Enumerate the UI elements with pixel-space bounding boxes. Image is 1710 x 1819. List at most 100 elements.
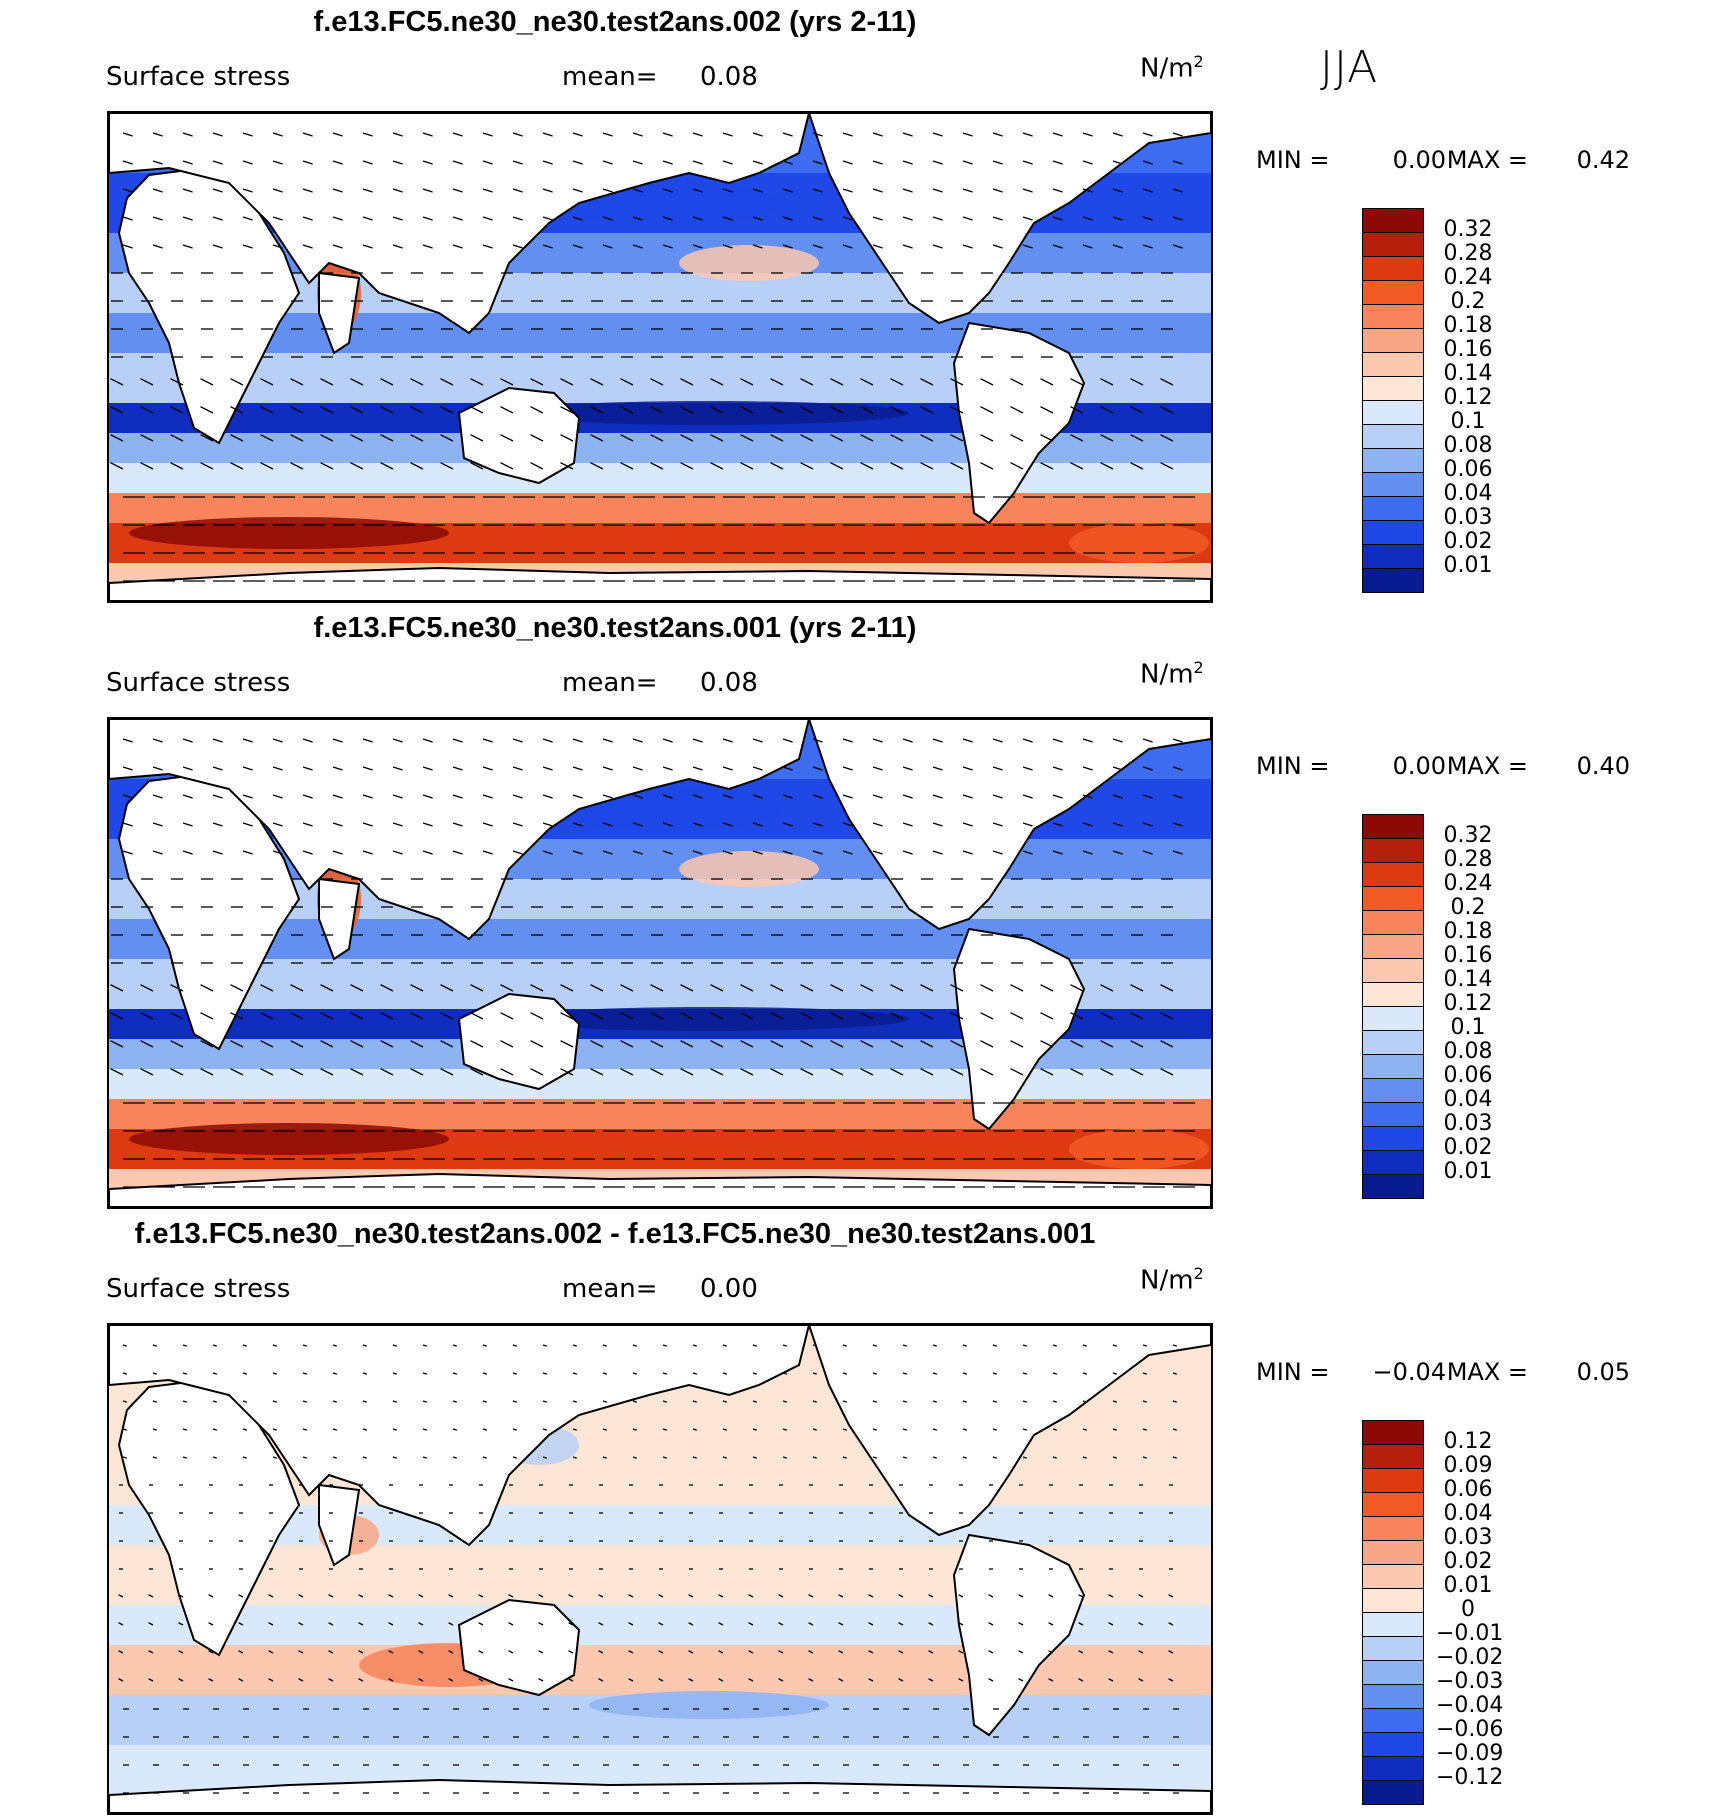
wind-vector — [692, 738, 703, 743]
wind-vector — [838, 1622, 844, 1626]
units-exponent: 2 — [1193, 52, 1204, 71]
wind-vector — [1010, 1068, 1024, 1076]
wind-vector — [422, 132, 433, 137]
wind-vector — [1052, 1372, 1058, 1375]
wind-vector — [362, 1372, 368, 1375]
wind-vector — [722, 132, 733, 137]
wind-vector — [628, 1650, 634, 1654]
colorbar-tick-label: 0 — [1461, 1597, 1475, 1622]
wind-vector — [508, 1622, 514, 1626]
colorbar-swatch — [1362, 1174, 1424, 1199]
wind-vector — [830, 984, 844, 992]
wind-vector — [812, 1456, 818, 1459]
colorbar-swatch — [1362, 1078, 1424, 1102]
coastline — [457, 386, 581, 485]
wind-vector — [932, 216, 943, 221]
wind-vector — [452, 1344, 458, 1347]
wind-vector — [842, 188, 853, 193]
wind-vector — [902, 132, 913, 137]
wind-vector — [1168, 1650, 1174, 1654]
wind-vector — [782, 244, 793, 249]
wind-vector — [692, 1428, 698, 1431]
colorbar-swatch — [1362, 1756, 1424, 1780]
wind-vector — [782, 766, 793, 771]
wind-vector — [782, 216, 793, 221]
wind-vector — [1048, 1678, 1054, 1682]
wind-vector — [448, 1678, 454, 1682]
min-label: MIN = — [1256, 752, 1330, 780]
wind-vector — [440, 434, 454, 442]
wind-vector — [148, 1650, 154, 1654]
wind-vector — [902, 160, 913, 165]
wind-vector — [902, 1428, 908, 1431]
wind-vector — [902, 794, 913, 799]
wind-vector — [1172, 1428, 1178, 1431]
wind-vector — [380, 1012, 394, 1020]
wind-vector — [212, 1428, 218, 1431]
wind-vector — [800, 984, 814, 992]
colorbar-tick-label: −0.02 — [1436, 1645, 1504, 1670]
colorbar-tick-label: 0.24 — [1443, 265, 1493, 290]
wind-vector — [182, 850, 193, 855]
wind-vector — [872, 1400, 878, 1403]
wind-vector — [242, 766, 253, 771]
wind-vector — [752, 1372, 758, 1375]
wind-vector — [650, 406, 664, 414]
wind-vector — [1048, 1650, 1054, 1654]
colorbar-tick-label: 0.14 — [1443, 967, 1493, 992]
wind-vector — [710, 462, 724, 470]
wind-vector — [350, 984, 364, 992]
wind-vector — [628, 1678, 634, 1682]
wind-vector — [598, 1622, 604, 1626]
wind-vector — [512, 132, 523, 137]
wind-vector — [872, 1372, 878, 1375]
wind-vector — [512, 1456, 518, 1459]
wind-vector — [1172, 188, 1183, 193]
wind-vector — [1168, 1594, 1174, 1598]
wind-vector — [838, 1650, 844, 1654]
wind-vector — [1010, 1012, 1024, 1020]
wind-vector — [122, 160, 133, 165]
wind-vector — [1172, 132, 1183, 137]
wind-vector — [662, 244, 673, 249]
wind-vector — [272, 850, 283, 855]
wind-vector — [902, 822, 913, 827]
min-value: 0.00 — [1392, 752, 1446, 780]
wind-vector — [260, 462, 274, 470]
wind-vector — [512, 160, 523, 165]
field-feature — [509, 1007, 909, 1031]
wind-vector — [560, 406, 574, 414]
wind-vector — [812, 1344, 818, 1347]
wind-vector — [752, 766, 763, 771]
wind-vector — [962, 850, 973, 855]
wind-vector — [980, 1040, 994, 1048]
wind-vector — [812, 132, 823, 137]
wind-vector — [872, 132, 883, 137]
wind-vector — [692, 160, 703, 165]
wind-vector — [392, 188, 403, 193]
wind-vector — [362, 244, 373, 249]
wind-vector — [868, 1594, 874, 1598]
wind-vector — [800, 462, 814, 470]
wind-vector — [692, 794, 703, 799]
mean-value: 0.08 — [700, 62, 758, 92]
wind-vector — [538, 1650, 544, 1654]
wind-vector — [242, 160, 253, 165]
wind-vector — [958, 1650, 964, 1654]
wind-vector — [602, 1372, 608, 1375]
wind-vector — [628, 1622, 634, 1626]
wind-vector — [362, 738, 373, 743]
wind-vector — [1082, 850, 1093, 855]
coastline — [807, 113, 1211, 325]
wind-vector — [272, 188, 283, 193]
wind-vector — [1112, 244, 1123, 249]
wind-vector — [590, 984, 604, 992]
wind-vector — [302, 1428, 308, 1431]
colorbar-swatch — [1362, 1780, 1424, 1805]
wind-vector — [272, 1372, 278, 1375]
wind-vector — [1022, 132, 1033, 137]
units-label: N/m2 — [1140, 1264, 1204, 1296]
wind-vector — [812, 738, 823, 743]
wind-vector — [512, 1428, 518, 1431]
wind-vector — [1052, 794, 1063, 799]
